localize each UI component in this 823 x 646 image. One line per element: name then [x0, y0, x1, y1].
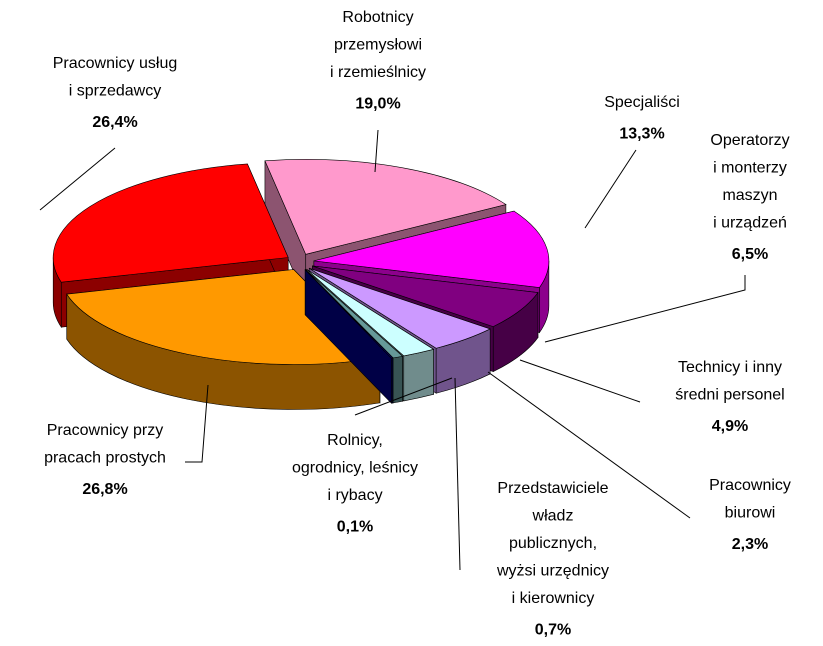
slice-label: Robotnicy przemysłowi i rzemieślnicy — [330, 9, 426, 81]
leader-line — [374, 129, 379, 173]
value-label: 2,3% — [732, 536, 768, 553]
slice — [304, 269, 394, 359]
value-label: 26,8% — [82, 481, 127, 498]
slice — [52, 163, 289, 283]
leader-line — [185, 384, 209, 463]
leader-line — [519, 359, 641, 403]
leader-line — [487, 371, 691, 519]
slice — [309, 268, 491, 349]
value-label: 6,5% — [732, 246, 768, 263]
slice — [313, 210, 550, 288]
slice-label: Rolnicy, ogrodnicy, leśnicy i rybacy — [292, 432, 418, 504]
value-label: 4,9% — [712, 418, 748, 435]
value-label: 19,0% — [355, 96, 400, 113]
leader-line — [39, 147, 116, 211]
leader-line — [544, 275, 746, 343]
slice — [312, 265, 539, 327]
value-label: 0,1% — [337, 519, 373, 536]
slice — [306, 269, 435, 357]
slice-label: Technicy i inny średni personel — [675, 359, 784, 404]
value-label: 26,4% — [92, 114, 137, 131]
leader-line — [454, 377, 461, 571]
slice — [66, 269, 381, 365]
leader-line — [584, 149, 637, 229]
slice-label: Pracownicy usług i sprzedawcy — [53, 55, 178, 100]
slice-label: Specjaliści — [604, 94, 680, 111]
value-label: 0,7% — [535, 622, 571, 639]
value-label: 13,3% — [619, 126, 664, 143]
leader-line — [354, 377, 453, 416]
slice-wall — [392, 355, 403, 404]
slice-label: Pracownicy przy pracach prostych — [44, 422, 166, 467]
slice-wall — [391, 357, 394, 404]
slice — [264, 159, 507, 255]
slice-wall — [403, 348, 434, 402]
slice-label: Pracownicy biurowi — [709, 477, 791, 522]
slice-group — [304, 269, 394, 404]
slice-label: Przedstawiciele władz publicznych, wyżsi ur… — [496, 480, 609, 607]
slice-label: Operatorzy i monterzy maszyn i urządzeń — [710, 132, 789, 232]
